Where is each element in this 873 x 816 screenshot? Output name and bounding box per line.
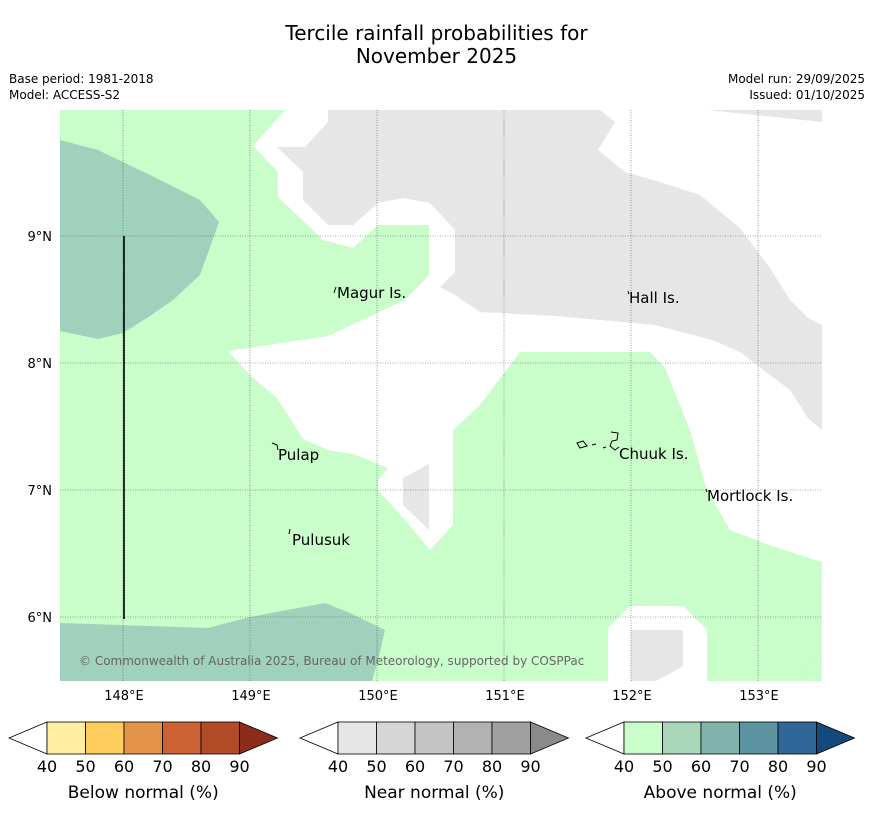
near-legend-title: Near normal (%) (364, 783, 504, 803)
place-label-mortlock: Mortlock Is. (707, 487, 793, 505)
near-legend-tick-label: 70 (443, 757, 463, 776)
above-normal-se-strip (707, 630, 822, 681)
title-line-2: November 2025 (355, 44, 518, 68)
above-legend-swatch (739, 721, 779, 755)
issued-date: Issued: 01/10/2025 (749, 88, 865, 102)
legend-above-normal: 40 50 60 70 80 90 Above normal (%) (584, 721, 856, 803)
near-legend-swatch (337, 721, 377, 755)
run-info: Model run: 29/09/2025 Issued: 01/10/2025 (728, 71, 865, 103)
below-legend-tick-label: 40 (37, 757, 57, 776)
below-legend-tick-label: 80 (191, 757, 211, 776)
near-legend-swatch (376, 721, 416, 755)
lat-label-9n: 9°N (28, 230, 53, 245)
model-name: Model: ACCESS-S2 (9, 88, 121, 102)
above-legend-swatch (777, 721, 817, 755)
below-legend-title: Below normal (%) (68, 783, 219, 803)
above-legend-tick-label: 40 (614, 757, 634, 776)
above-legend-swatch (662, 721, 702, 755)
above-legend-title: Above normal (%) (644, 783, 797, 803)
above-legend-min-extend (584, 721, 625, 755)
below-legend-swatch (46, 721, 86, 755)
near-legend-max-extend (530, 721, 570, 755)
below-legend-swatch (200, 721, 240, 755)
above-normal-50-region-north (60, 140, 219, 339)
near-legend-tick-label: 60 (405, 757, 425, 776)
lon-label-150e: 150°E (358, 689, 398, 704)
model-info: Base period: 1981-2018 Model: ACCESS-S2 (9, 71, 154, 103)
near-legend-tick-label: 80 (482, 757, 502, 776)
place-label-pulusuk: Pulusuk (292, 531, 350, 549)
near-legend-swatch (491, 721, 531, 755)
near-legend-tick-label: 40 (328, 757, 348, 776)
place-label-chuuk: Chuuk Is. (619, 445, 688, 463)
lon-label-149e: 149°E (231, 689, 271, 704)
below-legend-tick-label: 60 (114, 757, 134, 776)
above-normal-region (60, 110, 822, 681)
below-legend-tick-label: 90 (229, 757, 249, 776)
near-normal-region (277, 110, 822, 430)
graticule (60, 110, 822, 681)
legend-near-normal: 40 50 60 70 80 90 Near normal (%) (298, 721, 570, 803)
map-panel: Magur Is. Hall Is. Pulap Chuuk Is. Mortl… (60, 110, 822, 681)
lon-label-152e: 152°E (612, 689, 652, 704)
below-legend-max-extend (239, 721, 279, 755)
legend-below-normal: 40 50 60 70 80 90 Below normal (%) (7, 721, 279, 803)
lat-label-6n: 6°N (28, 611, 53, 626)
near-legend-swatch (453, 721, 493, 755)
map-title: Tercile rainfall probabilities for Novem… (0, 22, 873, 68)
above-legend-max-extend (816, 721, 856, 755)
near-legend-swatch (414, 721, 454, 755)
near-normal-region-se2 (631, 630, 683, 681)
copyright-text: © Commonwealth of Australia 2025, Bureau… (79, 654, 584, 668)
near-legend-min-extend (298, 721, 339, 755)
above-legend-tick-label: 60 (691, 757, 711, 776)
below-legend-tick-label: 50 (75, 757, 95, 776)
near-normal-region-small (403, 464, 429, 530)
above-legend-tick-label: 80 (768, 757, 788, 776)
near-legend-tick-label: 90 (520, 757, 540, 776)
above-legend-swatch (700, 721, 740, 755)
below-legend-tick-label: 70 (152, 757, 172, 776)
below-legend-swatch (162, 721, 202, 755)
below-legend-swatch (85, 721, 125, 755)
lon-label-151e: 151°E (485, 689, 525, 704)
above-normal-50-region-south (60, 603, 385, 681)
place-label-magur: Magur Is. (337, 284, 406, 302)
lon-label-148e: 148°E (104, 689, 144, 704)
lat-label-7n: 7°N (28, 484, 53, 499)
above-legend-tick-label: 50 (652, 757, 672, 776)
above-legend-tick-label: 90 (806, 757, 826, 776)
place-label-hall: Hall Is. (629, 289, 680, 307)
title-line-1: Tercile rainfall probabilities for (285, 21, 588, 45)
model-run: Model run: 29/09/2025 (727, 72, 865, 86)
above-legend-tick-label: 70 (729, 757, 749, 776)
below-legend-swatch (123, 721, 163, 755)
below-legend-min-extend (7, 721, 48, 755)
lat-label-8n: 8°N (28, 357, 53, 372)
above-legend-swatch (623, 721, 663, 755)
lon-label-153e: 153°E (739, 689, 779, 704)
island-shapes (271, 286, 708, 535)
base-period: Base period: 1981-2018 (9, 72, 154, 86)
place-label-pulap: Pulap (278, 446, 319, 464)
near-legend-tick-label: 50 (366, 757, 386, 776)
